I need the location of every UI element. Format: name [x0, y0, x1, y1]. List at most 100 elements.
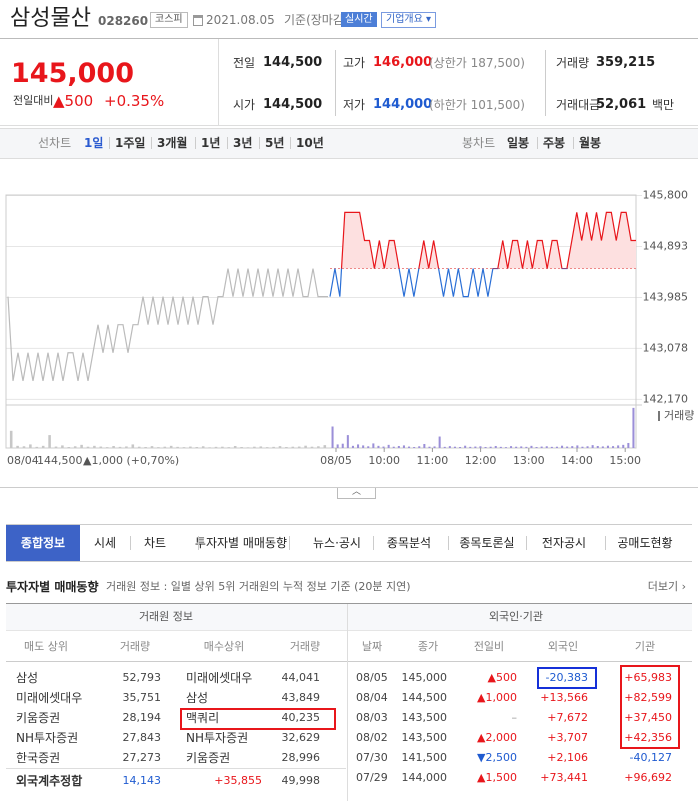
tab[interactable]: 전자공시 — [541, 536, 587, 550]
change: ▲500 — [53, 92, 94, 110]
foreign: +3,707 — [547, 731, 588, 744]
stat-label: 전일 — [233, 56, 256, 70]
tab[interactable]: 시세 — [93, 536, 117, 550]
volume-bar — [387, 444, 390, 448]
volume-bar — [253, 446, 256, 448]
highlight-box — [180, 708, 336, 730]
period-tab[interactable]: 일봉 — [507, 136, 530, 150]
table-title: 외국인·기관 — [488, 610, 544, 623]
company-menu[interactable]: 기업개요 ▾ — [381, 12, 436, 28]
volume: 28,194 — [122, 711, 162, 724]
volume-bar — [144, 446, 147, 448]
x-label: 08/05 — [320, 454, 352, 467]
volume-bar — [285, 446, 288, 448]
volume-bar — [336, 444, 339, 448]
volume-bar — [515, 446, 518, 448]
volume-bar — [571, 446, 574, 448]
tab[interactable]: 투자자별 매매동향 — [194, 536, 288, 550]
tab[interactable]: 뉴스·공시 — [313, 536, 361, 550]
x-label: 15:00 — [609, 454, 641, 467]
separator — [335, 50, 336, 116]
volume-bar — [54, 446, 58, 448]
tab[interactable]: 종합정보 — [20, 536, 66, 550]
total-value: 49,998 — [281, 774, 321, 787]
separator — [259, 137, 260, 149]
volume-bar — [591, 445, 594, 448]
foreign: +13,566 — [540, 691, 588, 704]
column-header: 외국인 — [547, 640, 579, 653]
volume-bar — [310, 446, 314, 448]
period-tab[interactable]: 1주일 — [115, 136, 146, 150]
broker-name: 삼성 — [16, 671, 39, 685]
separator — [151, 137, 152, 149]
volume-bar — [93, 445, 96, 448]
tab[interactable]: 종목분석 — [386, 536, 432, 550]
tab[interactable]: 종목토론실 — [459, 536, 515, 550]
period-tab[interactable]: 3년 — [233, 136, 253, 150]
volume-bar — [382, 446, 385, 448]
volume: 35,751 — [122, 691, 162, 704]
stat-value: 144,500 — [263, 55, 323, 70]
more-link[interactable]: 더보기 › — [647, 580, 686, 593]
close: 141,500 — [401, 751, 448, 764]
date: 08/03 — [356, 711, 388, 724]
x-label: 08/04 — [7, 454, 39, 467]
change: ▲2,000 — [477, 731, 517, 744]
volume-bar — [278, 446, 282, 448]
change: – — [511, 711, 518, 724]
change: ▼2,500 — [477, 751, 517, 764]
volume-bar — [479, 446, 482, 448]
volume-bar — [392, 446, 395, 448]
volume-bar — [581, 446, 584, 448]
volume-bar — [474, 446, 477, 448]
period-tab[interactable]: 1일 — [84, 136, 104, 150]
period-tab[interactable]: 5년 — [265, 136, 285, 150]
stat-value: 144,000 — [373, 97, 433, 112]
separator — [373, 536, 374, 550]
volume-bar — [627, 442, 630, 448]
volume: 40,235 — [281, 711, 321, 724]
divider — [347, 604, 348, 801]
active-tab-bg — [6, 525, 80, 561]
period-tab[interactable]: 월봉 — [579, 136, 602, 150]
section-title: 투자자별 매매동향 — [6, 580, 99, 594]
close: 143,500 — [401, 731, 448, 744]
foreign: -20,383 — [545, 671, 588, 684]
period-tab[interactable]: 10년 — [296, 136, 324, 150]
volume-bar — [504, 447, 507, 448]
institution: +42,356 — [624, 731, 672, 744]
stat-unit: 백만 — [652, 98, 675, 112]
volume-bar — [606, 445, 609, 448]
volume-bar — [428, 446, 431, 448]
volume-bar — [341, 443, 344, 448]
volume-bar — [48, 435, 51, 448]
volume-bar — [464, 445, 467, 448]
period-tab[interactable]: 1년 — [201, 136, 221, 150]
volume-bar — [227, 447, 231, 448]
volume-bar — [169, 445, 173, 448]
column-header: 매수상위 — [203, 640, 245, 653]
stock-name: 삼성물산 — [10, 6, 91, 31]
volume-bar — [357, 444, 360, 448]
volume-bar — [304, 445, 307, 448]
y-tick-label: 143,078 — [643, 341, 689, 354]
separator — [195, 137, 196, 149]
period-tab[interactable]: 주봉 — [543, 136, 566, 150]
collapse-button[interactable]: ︿ — [337, 488, 376, 499]
tab[interactable]: 차트 — [143, 536, 167, 550]
period-tab[interactable]: 3개월 — [157, 136, 188, 150]
x-label: 14:00 — [561, 454, 593, 467]
stat-value: 144,500 — [263, 97, 323, 112]
volume-bar — [540, 446, 543, 448]
volume-bar — [397, 445, 400, 448]
stat-label: 고가 — [343, 56, 366, 70]
divider — [218, 39, 219, 125]
volume-bar — [550, 446, 553, 448]
volume-bar — [131, 444, 135, 448]
tab[interactable]: 공매도현황 — [617, 536, 673, 550]
volume-bar — [16, 445, 19, 448]
volume-bar — [189, 446, 192, 448]
volume-bar — [510, 446, 513, 448]
realtime-badge[interactable]: 실시간 — [341, 12, 377, 27]
